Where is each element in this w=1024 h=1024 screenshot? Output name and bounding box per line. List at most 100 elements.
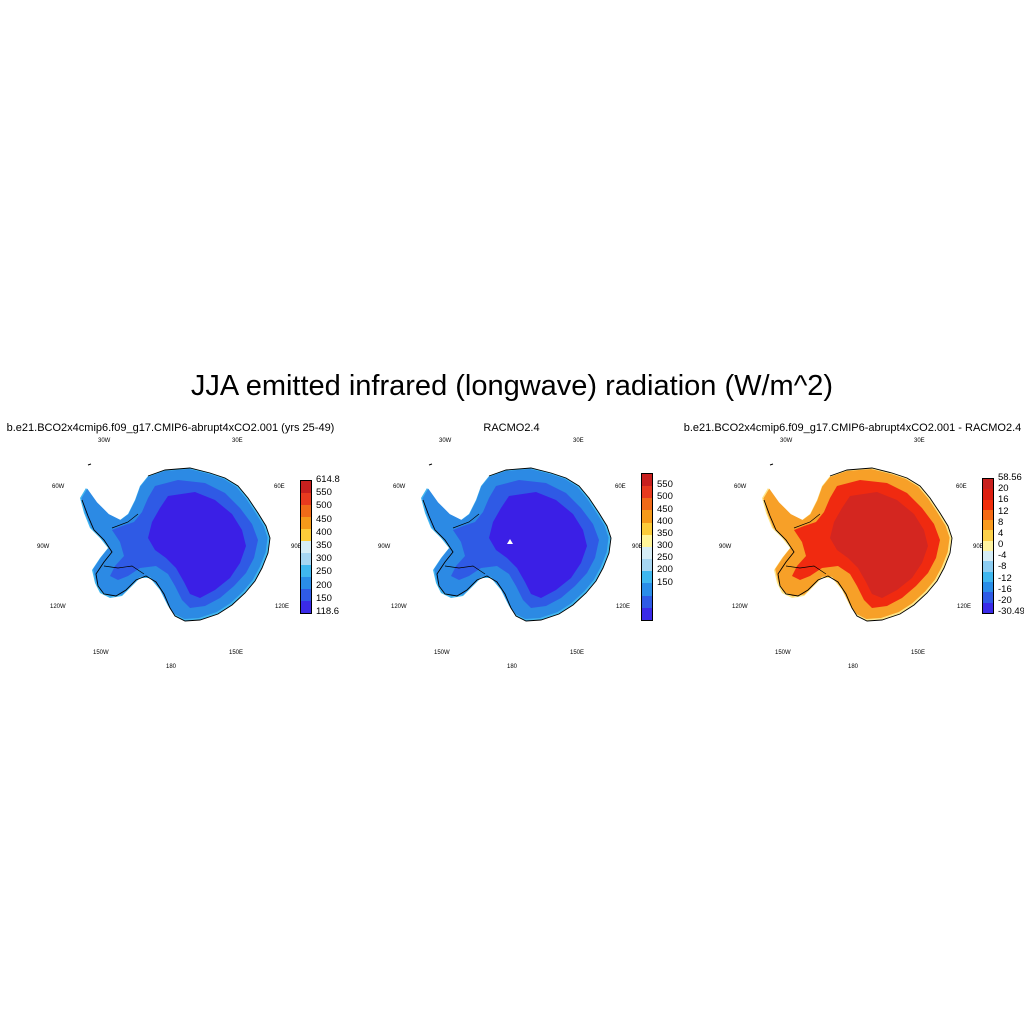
colorbar-label: 300 xyxy=(316,553,332,565)
colorbar-label: 300 xyxy=(657,540,673,551)
longitude-label: 90W xyxy=(719,544,732,550)
colorbar xyxy=(641,473,653,621)
longitude-label: 30E xyxy=(914,438,925,444)
colorbar-label: 12 xyxy=(998,505,1009,517)
longitude-label: 90E xyxy=(291,544,302,550)
longitude-label: 150W xyxy=(775,650,791,656)
longitude-label: 60E xyxy=(615,484,626,490)
colorbar-label: -4 xyxy=(998,550,1007,562)
longitude-label: 30W xyxy=(780,438,793,444)
antarctica-map xyxy=(80,463,271,622)
antarctica-map xyxy=(762,463,953,622)
colorbar-label: 500 xyxy=(316,500,332,512)
longitude-label: 180 xyxy=(166,664,177,670)
longitude-label: 150E xyxy=(570,650,585,656)
colorbar-label: 200 xyxy=(657,564,673,576)
panel-model: b.e21.BCO2x4cmip6.f09_g17.CMIP6-abrupt4x… xyxy=(0,418,341,678)
colorbar-segment xyxy=(642,474,652,487)
colorbar-label: 150 xyxy=(316,592,332,604)
colorbar-label: -16 xyxy=(998,583,1012,595)
longitude-label: 60E xyxy=(956,484,967,490)
panel-title: b.e21.BCO2x4cmip6.f09_g17.CMIP6-abrupt4x… xyxy=(6,422,335,434)
colorbar-segment xyxy=(642,607,652,620)
colorbar xyxy=(300,480,312,614)
colorbar-segment xyxy=(642,595,652,608)
map-region-inner xyxy=(148,492,246,598)
colorbar-segment xyxy=(301,529,311,541)
longitude-label: 150W xyxy=(93,650,109,656)
colorbar-segment xyxy=(642,559,652,572)
longitude-label: 60W xyxy=(393,484,406,490)
colorbar-label: -30.49 xyxy=(998,606,1024,617)
colorbar-label: -8 xyxy=(998,561,1007,573)
colorbar-segment xyxy=(642,534,652,547)
colorbar-segment xyxy=(642,498,652,511)
colorbar-label: 8 xyxy=(998,516,1004,528)
colorbar-segment xyxy=(301,553,311,565)
colorbar-label: 550 xyxy=(316,487,332,499)
longitude-label: 60E xyxy=(274,484,285,490)
ice-shelf-line xyxy=(785,513,827,575)
colorbar-label: 250 xyxy=(657,552,673,564)
ice-shelf-line xyxy=(444,513,486,575)
colorbar-segment xyxy=(983,602,993,613)
colorbar-segment xyxy=(301,541,311,553)
colorbar-segment xyxy=(642,522,652,535)
colorbar-label: 150 xyxy=(657,576,673,588)
longitude-label: 120E xyxy=(616,604,631,610)
colorbar-label: 0 xyxy=(998,539,1004,550)
longitude-label: 120W xyxy=(732,604,748,610)
longitude-label: 60W xyxy=(734,484,747,490)
colorbar-segment xyxy=(642,571,652,584)
island-mark xyxy=(769,463,774,466)
colorbar-segment xyxy=(301,589,311,601)
panel-title: b.e21.BCO2x4cmip6.f09_g17.CMIP6-abrupt4x… xyxy=(683,422,1022,434)
longitude-label: 150E xyxy=(911,650,926,656)
longitude-label: 120E xyxy=(957,604,972,610)
colorbar xyxy=(982,478,994,614)
colorbar-label: 200 xyxy=(316,579,332,591)
colorbar-segment xyxy=(642,583,652,596)
colorbar-label: 500 xyxy=(657,491,673,503)
longitude-label: 120E xyxy=(275,604,290,610)
longitude-label: 180 xyxy=(848,664,859,670)
colorbar-label: 550 xyxy=(657,479,673,491)
map-region-inner xyxy=(489,492,587,598)
colorbar-segment xyxy=(301,577,311,589)
colorbar-segment xyxy=(983,581,993,593)
colorbar-label: 350 xyxy=(657,527,673,539)
longitude-label: 90E xyxy=(973,544,984,550)
colorbar-segment xyxy=(983,489,993,500)
colorbar-label: 350 xyxy=(316,540,332,551)
colorbar-segment xyxy=(642,486,652,499)
longitude-label: 120W xyxy=(50,604,66,610)
longitude-label: 60W xyxy=(52,484,65,490)
colorbar-label: -20 xyxy=(998,594,1012,606)
colorbar-label: -12 xyxy=(998,572,1012,584)
panel-title: RACMO2.4 xyxy=(483,422,540,434)
colorbar-segment xyxy=(301,505,311,517)
map-region-inner xyxy=(830,492,928,598)
longitude-label: 30W xyxy=(439,438,452,444)
longitude-label: 30E xyxy=(573,438,584,444)
colorbar-segment xyxy=(983,499,993,510)
colorbar-segment xyxy=(642,510,652,523)
longitude-label: 90W xyxy=(378,544,391,550)
colorbar-label: 4 xyxy=(998,527,1004,539)
colorbar-label: 250 xyxy=(316,566,332,578)
colorbar-segment xyxy=(983,561,993,572)
panel-difference: b.e21.BCO2x4cmip6.f09_g17.CMIP6-abrupt4x… xyxy=(682,418,1024,678)
colorbar-label: 450 xyxy=(316,513,332,525)
colorbar-segment xyxy=(301,601,311,613)
colorbar-label: 58.56 xyxy=(998,472,1022,483)
missing-data-marker xyxy=(507,539,513,544)
colorbar-label: 614.8 xyxy=(316,474,340,485)
longitude-label: 150W xyxy=(434,650,450,656)
colorbar-segment xyxy=(301,517,311,529)
coastline xyxy=(81,467,271,622)
colorbar-label: 400 xyxy=(657,515,673,527)
colorbar-label: 450 xyxy=(657,503,673,515)
colorbar-label: 16 xyxy=(998,494,1009,506)
colorbar-segment xyxy=(983,520,993,531)
colorbar-segment xyxy=(983,509,993,521)
